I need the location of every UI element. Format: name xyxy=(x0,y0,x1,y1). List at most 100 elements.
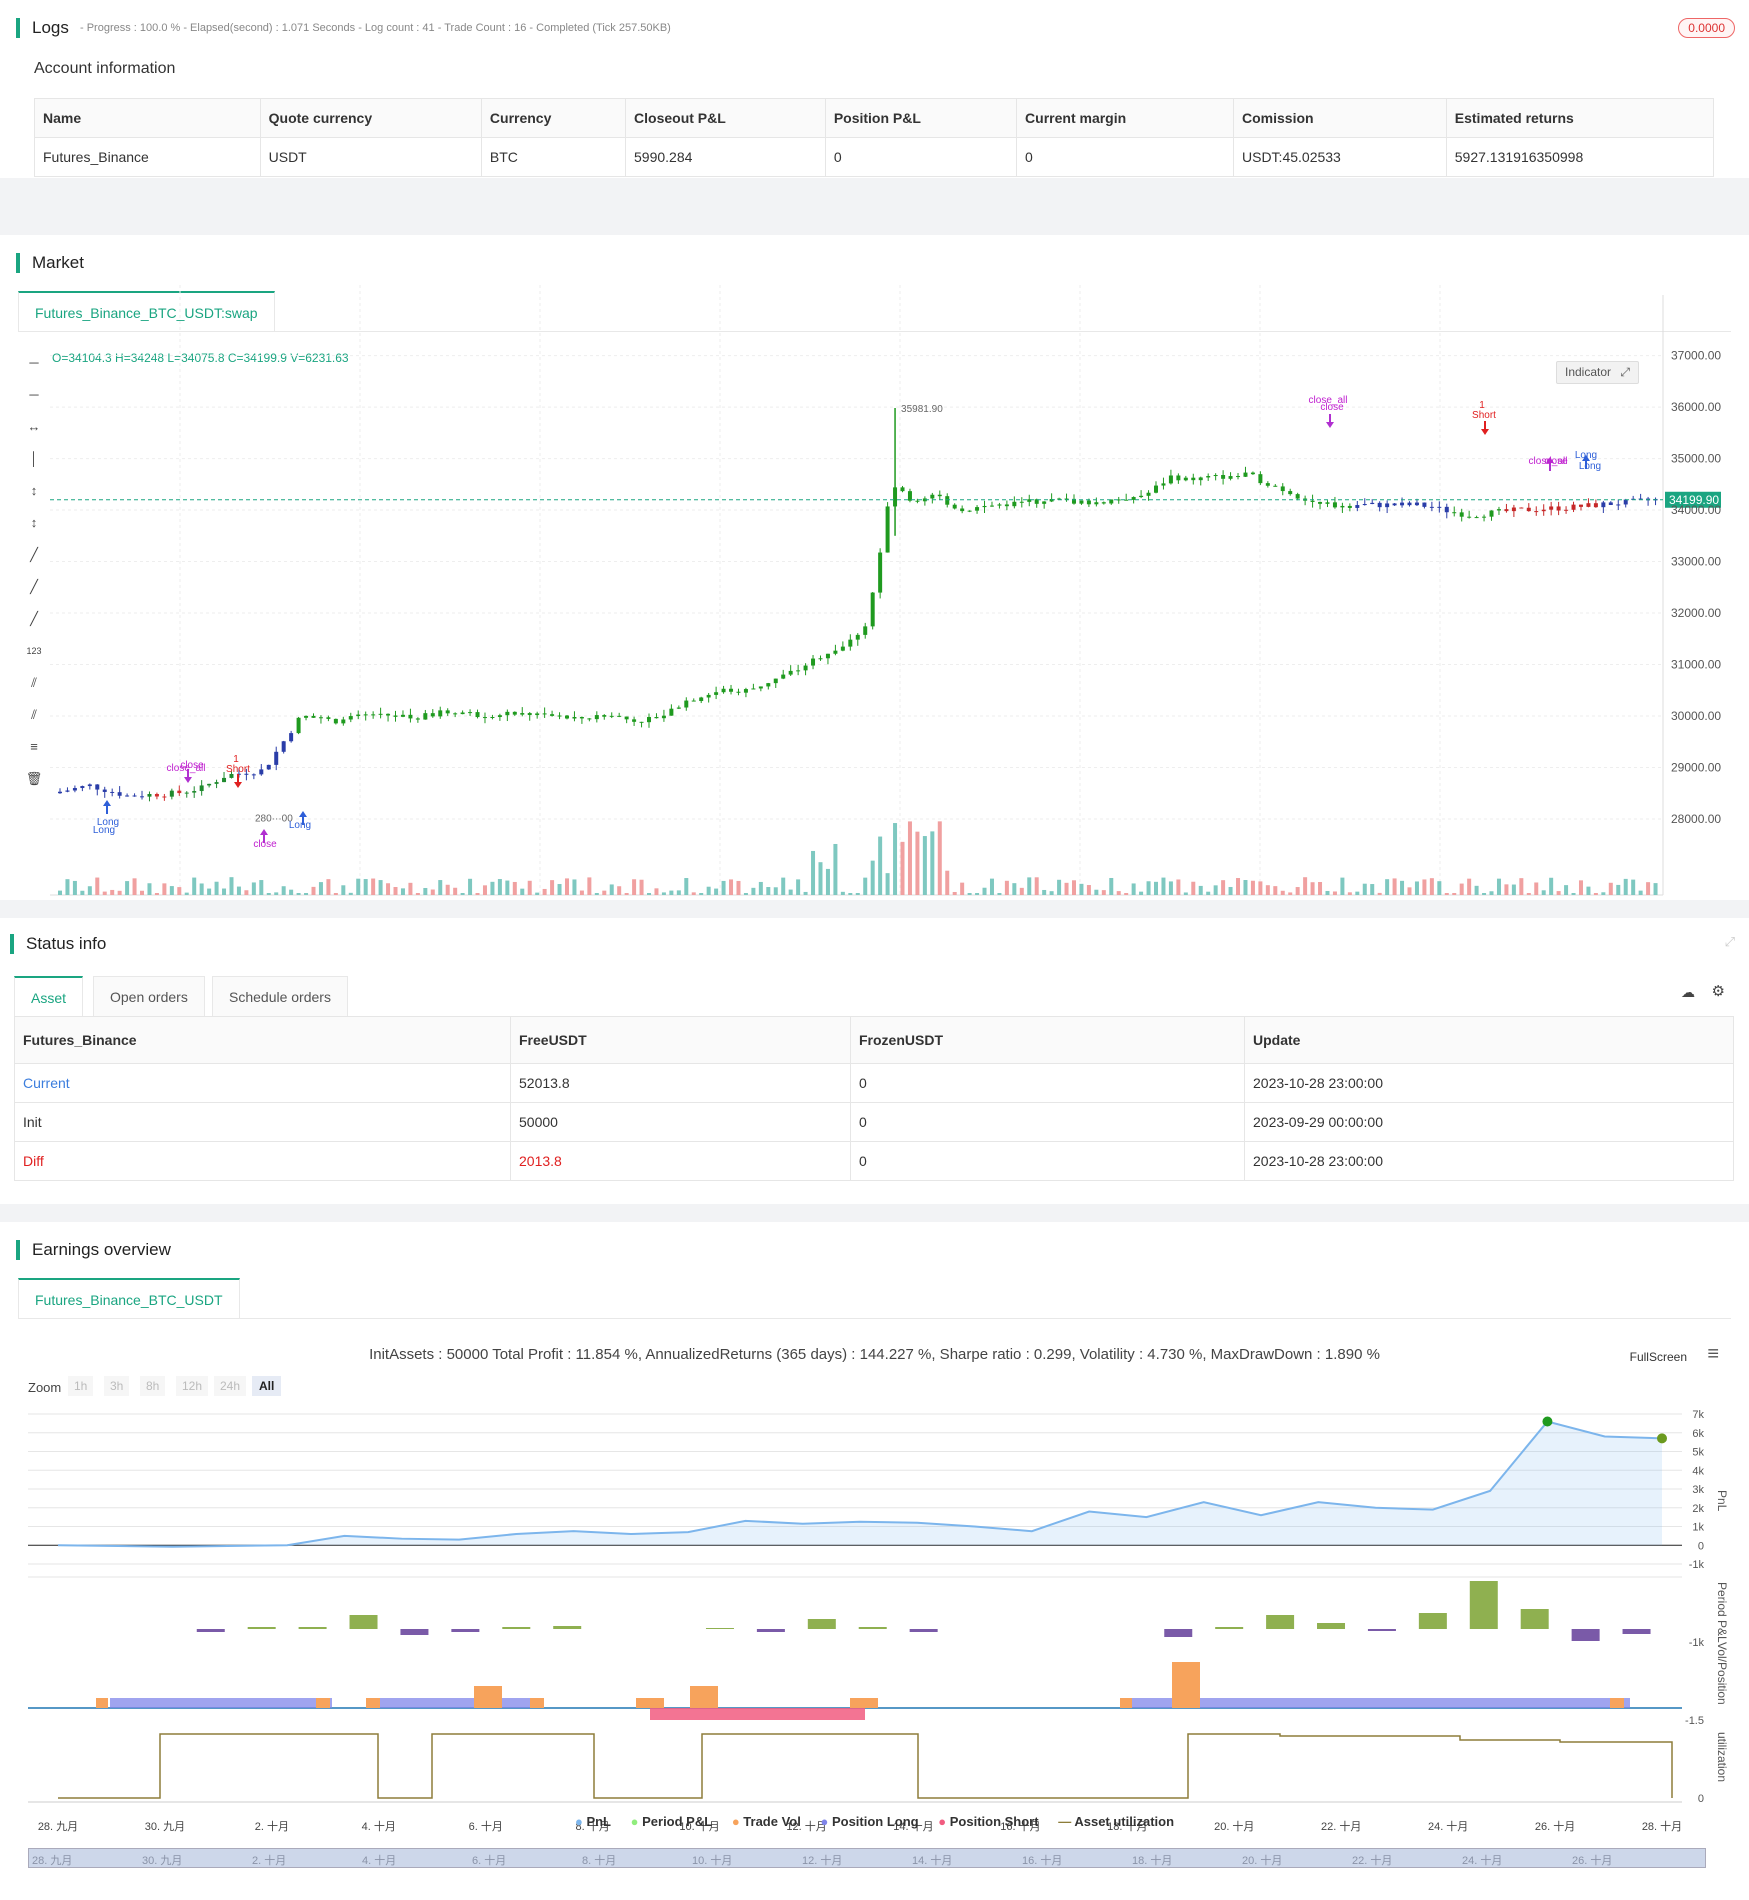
extended-line-tool-icon[interactable]: ↔ xyxy=(27,419,41,434)
menu-icon[interactable]: ≡ xyxy=(1707,1343,1719,1365)
candle-body xyxy=(1064,498,1069,500)
vertical-segment-tool-icon[interactable]: ↕ xyxy=(30,483,38,498)
period-bar xyxy=(247,1627,276,1629)
navigator-ticks: 28. 九月 30. 九月 2. 十月 4. 十月 6. 十月 8. 十月 10. 十月 12… xyxy=(0,1850,1749,1867)
candle-body xyxy=(1124,499,1129,501)
trend-line-tool-icon[interactable]: ╱ xyxy=(30,547,38,562)
period-bar xyxy=(858,1627,887,1629)
candle-body xyxy=(1541,509,1546,512)
horizontal-ray-tool-icon[interactable]: ─ xyxy=(29,387,39,402)
fullscreen-button[interactable]: FullScreen xyxy=(1629,1350,1687,1364)
trade-vol-bar xyxy=(1120,1698,1132,1708)
zoom-8h-button[interactable]: 8h xyxy=(140,1376,166,1396)
candlestick-chart[interactable]: 35981.90280···0034199.90LongLongclose_al… xyxy=(0,235,1749,900)
vertical-arrow-tool-icon[interactable]: ↕ xyxy=(30,515,38,530)
volume-bar xyxy=(162,883,167,895)
volume-bar xyxy=(766,887,771,895)
candle-body xyxy=(937,494,942,497)
candle-body xyxy=(251,774,256,776)
volume-bar xyxy=(632,879,637,895)
candle-body xyxy=(699,697,704,702)
candle-body xyxy=(1071,498,1076,504)
period-bar xyxy=(1317,1623,1346,1629)
zoom-3h-button[interactable]: 3h xyxy=(104,1376,130,1396)
tab-open-orders[interactable]: Open orders xyxy=(93,976,205,1016)
candle-body xyxy=(878,552,883,593)
x-tick-label: 6. 十月 xyxy=(469,1819,503,1833)
horizontal-channel-tool-icon[interactable]: ≡ xyxy=(30,739,38,754)
volume-bar xyxy=(922,836,927,895)
legend-item-period[interactable]: ● Period P&L xyxy=(630,1814,713,1829)
long-label: Long xyxy=(1575,450,1597,461)
horizontal-line-tool-icon[interactable]: ─ xyxy=(29,355,39,370)
legend-item-pnl[interactable]: ● PnL xyxy=(574,1814,611,1829)
tab-schedule-orders[interactable]: Schedule orders xyxy=(212,976,348,1016)
tab-earnings-symbol[interactable]: Futures_Binance_BTC_USDT xyxy=(18,1278,240,1318)
logs-subtitle: - Progress : 100.0 % - Elapsed(second) :… xyxy=(80,22,671,34)
candle-body xyxy=(542,713,547,715)
candle-body xyxy=(1429,506,1434,508)
trash-icon[interactable]: 🗑 xyxy=(25,771,43,786)
candle-body xyxy=(110,791,115,793)
x-tick-label: 24. 十月 xyxy=(1428,1819,1468,1833)
navigator-scrollbar[interactable] xyxy=(28,1848,1706,1868)
volume-bar xyxy=(781,877,786,895)
volume-bar xyxy=(386,883,391,895)
legend-item-util[interactable]: — Asset utilization xyxy=(1058,1814,1175,1829)
indicator-button[interactable]: Indicator ⤢ xyxy=(1556,361,1639,384)
candle-body xyxy=(818,658,823,660)
parallel-channel-tool-icon[interactable]: ⫽ xyxy=(31,675,37,690)
volume-bar xyxy=(1571,893,1576,895)
candle-body xyxy=(982,505,987,508)
segment-tool-icon[interactable]: ╱ xyxy=(30,611,38,626)
vertical-line-tool-icon[interactable]: │ xyxy=(29,451,39,466)
zoom-12h-button[interactable]: 12h xyxy=(176,1376,209,1396)
legend-item-vol[interactable]: ● Trade Vol xyxy=(731,1814,801,1829)
tab-market-symbol[interactable]: Futures_Binance_BTC_USDT:swap xyxy=(18,291,275,331)
candle-body xyxy=(848,639,853,647)
fib-tool-icon[interactable]: ⫽ xyxy=(31,707,37,722)
volume-bar xyxy=(1236,878,1241,895)
navigator-tick-label: 20. 十月 xyxy=(1242,1855,1283,1867)
candle-body xyxy=(289,733,294,742)
expand-icon[interactable]: ⤢ xyxy=(1724,934,1735,949)
volume-bar xyxy=(1400,880,1405,895)
candle-body xyxy=(1183,477,1188,481)
gear-icon[interactable]: ⚙ xyxy=(1711,983,1725,1000)
candle-body xyxy=(587,718,592,720)
legend-item-short[interactable]: ● Position Short xyxy=(938,1814,1039,1829)
cloud-download-icon[interactable]: ☁ xyxy=(1681,984,1695,1000)
candle-body xyxy=(1623,499,1628,505)
volume-bar xyxy=(505,880,510,895)
candle-body xyxy=(102,789,107,792)
candle-body xyxy=(453,713,458,715)
pnl-tick-label: 5k xyxy=(1692,1447,1704,1459)
candle-body xyxy=(177,790,182,794)
candle-body xyxy=(1601,502,1606,508)
candle-body xyxy=(1221,475,1226,479)
candle-body xyxy=(579,716,584,719)
zoom-all-button[interactable]: All xyxy=(252,1376,282,1396)
candle-body xyxy=(915,500,920,502)
candle-body xyxy=(1578,504,1583,507)
price-label-tool-icon[interactable]: 123 xyxy=(26,646,42,656)
candle-body xyxy=(1332,502,1337,508)
tab-asset[interactable]: Asset xyxy=(14,976,84,1016)
ray-tool-icon[interactable]: ╱ xyxy=(30,579,38,594)
volume-bar xyxy=(594,893,599,895)
zoom-1h-button[interactable]: 1h xyxy=(68,1376,94,1396)
volume-bar xyxy=(1414,881,1419,895)
candle-body xyxy=(535,713,540,716)
candle-body xyxy=(490,717,495,719)
candle-body xyxy=(714,692,719,695)
navigator-tick-label: 26. 十月 xyxy=(1572,1855,1613,1867)
candle-body xyxy=(169,790,174,797)
candle-body xyxy=(1168,475,1173,484)
volume-bar xyxy=(930,831,935,895)
candle-body xyxy=(475,712,480,718)
chart-legend: ● PnL ● Period P&L ● Trade Vol ● Positio… xyxy=(0,1814,1749,1829)
earnings-chart[interactable]: 7k 6k 5k 4k 3k 2k 1k 0 -1k PnL -1k Period P&L -1.5 Vo… xyxy=(0,1222,1749,1900)
candle-body xyxy=(1273,485,1278,487)
zoom-24h-button[interactable]: 24h xyxy=(214,1376,247,1396)
legend-item-long[interactable]: ● Position Long xyxy=(820,1814,919,1829)
